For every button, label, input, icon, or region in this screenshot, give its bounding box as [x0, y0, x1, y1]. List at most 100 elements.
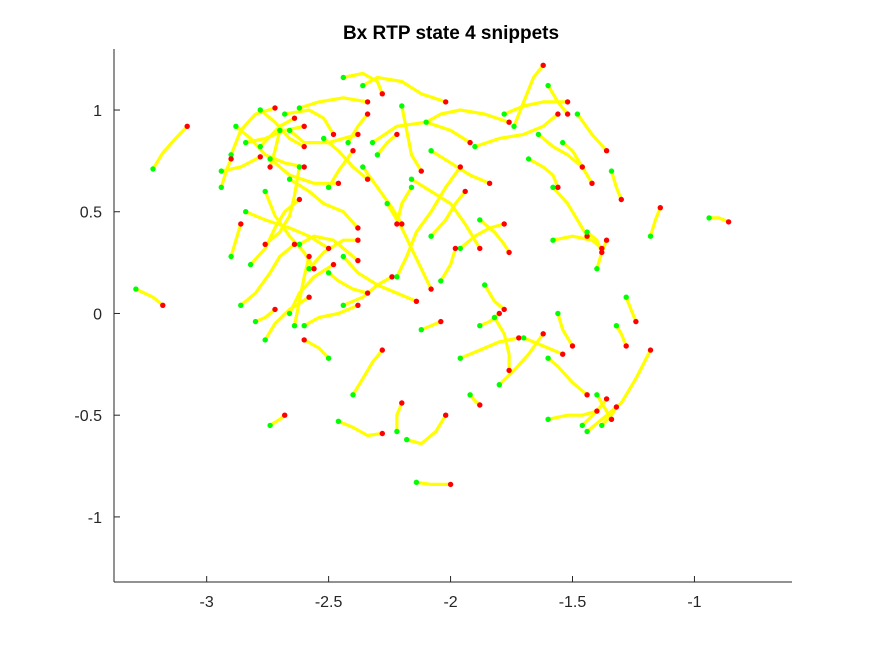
series-13-end-point — [364, 111, 371, 117]
series-43-end-point — [501, 221, 507, 227]
x-tick-label: -1 — [687, 594, 701, 611]
series-62-start-point — [545, 355, 551, 361]
series-72-end-point — [379, 347, 385, 353]
series-68-path — [614, 324, 628, 348]
series-1-path — [134, 287, 165, 307]
series-26-end-point — [330, 261, 337, 268]
series-84-end-point — [452, 245, 459, 252]
series-74-path — [405, 413, 448, 446]
series-27-end-point — [306, 294, 312, 300]
series-15-end-point — [443, 99, 449, 105]
series-38-path — [370, 120, 472, 145]
y-tick-label: 0 — [93, 306, 102, 323]
series-1-end-point — [160, 302, 166, 308]
series-30-path — [361, 165, 404, 226]
series-80-end-point — [496, 310, 502, 317]
series-0-path — [151, 124, 189, 171]
series-0-start-point — [150, 166, 156, 172]
series-66-start-point — [579, 422, 585, 429]
series-69-end-point — [633, 318, 639, 325]
series-16-end-point — [418, 168, 424, 174]
series-85-end-point — [603, 148, 610, 154]
series-50-start-point — [550, 184, 556, 190]
series-40-start-point — [428, 148, 434, 154]
series-75-end-point — [399, 400, 405, 406]
series-70-start-point — [555, 310, 561, 317]
series-7-end-point — [335, 180, 342, 186]
series-56-start-point — [608, 168, 615, 174]
series-40-end-point — [486, 180, 493, 186]
series-84-path — [439, 246, 457, 283]
series-24-path — [239, 242, 297, 307]
series-65-start-point — [584, 428, 590, 435]
series-68-end-point — [623, 343, 629, 349]
series-67-end-point — [613, 404, 620, 410]
series-36-path — [302, 303, 360, 328]
series-43-start-point — [457, 245, 463, 252]
series-48-path — [536, 132, 594, 185]
series-9-path — [297, 96, 370, 110]
series-6-start-point — [243, 139, 249, 146]
series-44-end-point — [506, 249, 512, 256]
series-51-start-point — [560, 139, 566, 146]
series-5-path — [234, 124, 306, 169]
series-16-path — [400, 104, 423, 173]
series-29-end-point — [272, 306, 278, 313]
series-57-start-point — [594, 266, 600, 272]
series-12-start-point — [321, 135, 327, 142]
series-28-start-point — [291, 323, 298, 329]
series-22-path — [288, 177, 360, 230]
series-49-start-point — [525, 156, 532, 162]
series-17-path — [375, 132, 399, 157]
series-49-end-point — [555, 184, 561, 190]
series-32-start-point — [384, 200, 390, 207]
series-21-start-point — [296, 241, 303, 247]
series-19-end-point — [311, 266, 317, 272]
series-14-path — [341, 71, 384, 96]
series-50-path — [551, 185, 589, 238]
series-68-start-point — [613, 323, 620, 329]
series-10-start-point — [257, 107, 263, 113]
series-11-end-point — [330, 131, 337, 138]
series-58-start-point — [457, 355, 463, 361]
series-85-start-point — [574, 111, 581, 117]
series-61-end-point — [506, 367, 512, 374]
series-50-end-point — [584, 233, 590, 239]
series-49-path — [527, 157, 560, 189]
series-8-end-point — [355, 131, 361, 138]
series-80-start-point — [477, 323, 483, 329]
series-72-start-point — [350, 392, 356, 398]
series-28-end-point — [306, 253, 312, 260]
series-41-path — [409, 177, 482, 250]
series-31-end-point — [364, 290, 371, 296]
series-9-start-point — [296, 105, 303, 111]
series-42-path — [429, 189, 467, 238]
series-11-path — [283, 108, 336, 136]
series-84-start-point — [438, 278, 444, 284]
series-16-start-point — [399, 103, 405, 109]
series-41-start-point — [408, 176, 415, 182]
series-55-start-point — [706, 215, 712, 221]
series-22-start-point — [286, 176, 293, 182]
series-8-start-point — [286, 127, 293, 134]
series-15-path — [361, 75, 448, 104]
series-87-path — [229, 222, 243, 259]
series-81-end-point — [228, 156, 234, 162]
series-35-start-point — [340, 302, 346, 308]
series-82-end-point — [267, 164, 273, 170]
series-46-start-point — [501, 111, 507, 117]
series-70-path — [556, 311, 575, 348]
series-26-start-point — [286, 310, 293, 317]
series-47-path — [512, 63, 545, 128]
x-tick-label: -2 — [443, 594, 457, 611]
series-53-start-point — [584, 229, 590, 235]
series-71-end-point — [379, 430, 385, 437]
series-39-end-point — [506, 119, 512, 125]
series-18-path — [263, 165, 301, 246]
series-29-path — [253, 307, 277, 324]
y-tick-label: -1 — [88, 510, 102, 527]
series-2-end-point — [257, 154, 263, 160]
series-52-start-point — [550, 237, 556, 243]
series-3-start-point — [228, 152, 234, 158]
series-43-path — [458, 222, 506, 250]
